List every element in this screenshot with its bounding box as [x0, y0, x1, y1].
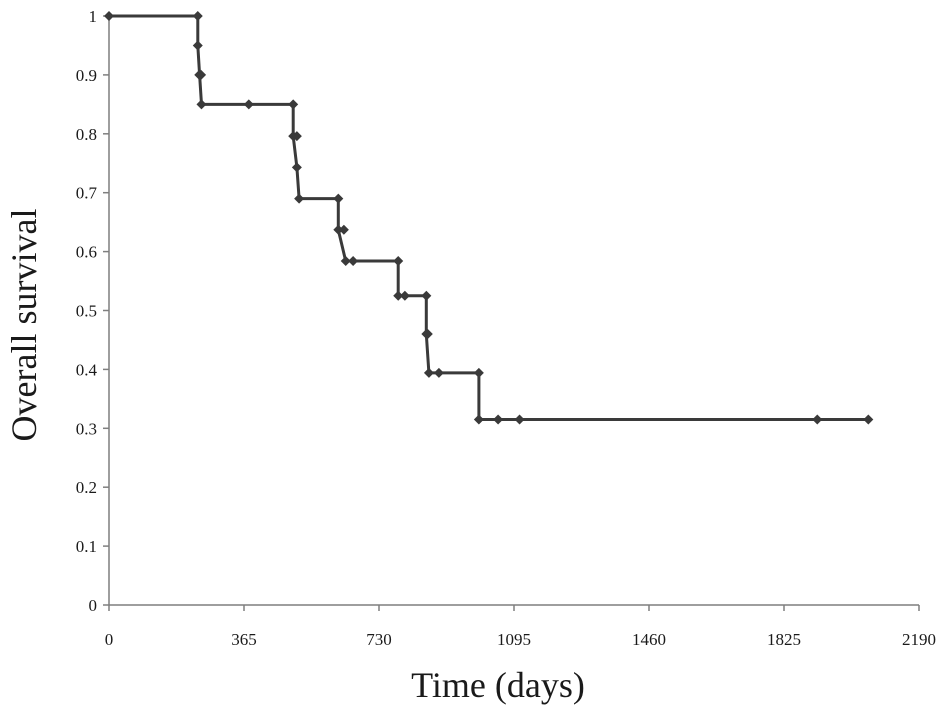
data-point-marker: [340, 256, 351, 267]
plot-area: [104, 11, 874, 425]
data-point-marker: [196, 99, 207, 110]
x-axis-title: Time (days): [411, 665, 585, 705]
y-tick-label: 0.5: [76, 302, 97, 321]
data-point-marker: [192, 40, 203, 51]
ticks: 0 0.1 0.2 0.3 0.4 0.5 0.6 0.7 0.8 0.9 1 0 365 730 1095…: [76, 7, 936, 649]
data-point-marker: [393, 256, 404, 267]
x-tick-label: 730: [366, 630, 392, 649]
data-point-marker: [473, 367, 484, 378]
y-tick-label: 1: [89, 7, 98, 26]
data-point-marker: [291, 162, 302, 173]
data-point-marker: [393, 290, 404, 301]
y-tick-label: 0.9: [76, 66, 97, 85]
x-tick-label: 2190: [902, 630, 936, 649]
x-tick-label: 1825: [767, 630, 801, 649]
y-tick-label: 0.1: [76, 537, 97, 556]
data-point-marker: [433, 367, 444, 378]
y-tick-label: 0.3: [76, 419, 97, 438]
data-point-marker: [422, 329, 433, 340]
data-point-marker: [333, 224, 344, 235]
data-point-marker: [348, 256, 359, 267]
x-tick-label: 1095: [497, 630, 531, 649]
data-point-marker: [399, 290, 410, 301]
data-point-marker: [338, 224, 349, 235]
data-point-marker: [863, 414, 874, 425]
y-tick-label: 0: [89, 596, 98, 615]
data-point-marker: [196, 69, 207, 80]
y-tick-label: 0.7: [76, 184, 98, 203]
y-tick-label: 0.6: [76, 243, 97, 262]
data-point-marker: [333, 193, 344, 204]
data-point-marker: [473, 414, 484, 425]
x-tick-label: 0: [105, 630, 114, 649]
data-point-marker: [288, 99, 299, 110]
y-tick-label: 0.2: [76, 478, 97, 497]
data-point-marker: [243, 99, 254, 110]
x-tick-label: 1460: [632, 630, 666, 649]
data-point-marker: [812, 414, 823, 425]
data-point-marker: [192, 11, 203, 21]
data-point-marker: [423, 367, 434, 378]
y-axis-title: Overall survival: [4, 209, 44, 442]
y-tick-label: 0.8: [76, 125, 97, 144]
data-point-marker: [104, 11, 114, 21]
data-point-marker: [291, 131, 302, 142]
data-point-marker: [421, 290, 432, 301]
data-point-marker: [294, 193, 305, 204]
x-tick-label: 365: [231, 630, 257, 649]
data-point-marker: [493, 414, 504, 425]
y-tick-label: 0.4: [76, 360, 98, 379]
survival-curve: [109, 14, 869, 421]
data-point-marker: [514, 414, 525, 425]
